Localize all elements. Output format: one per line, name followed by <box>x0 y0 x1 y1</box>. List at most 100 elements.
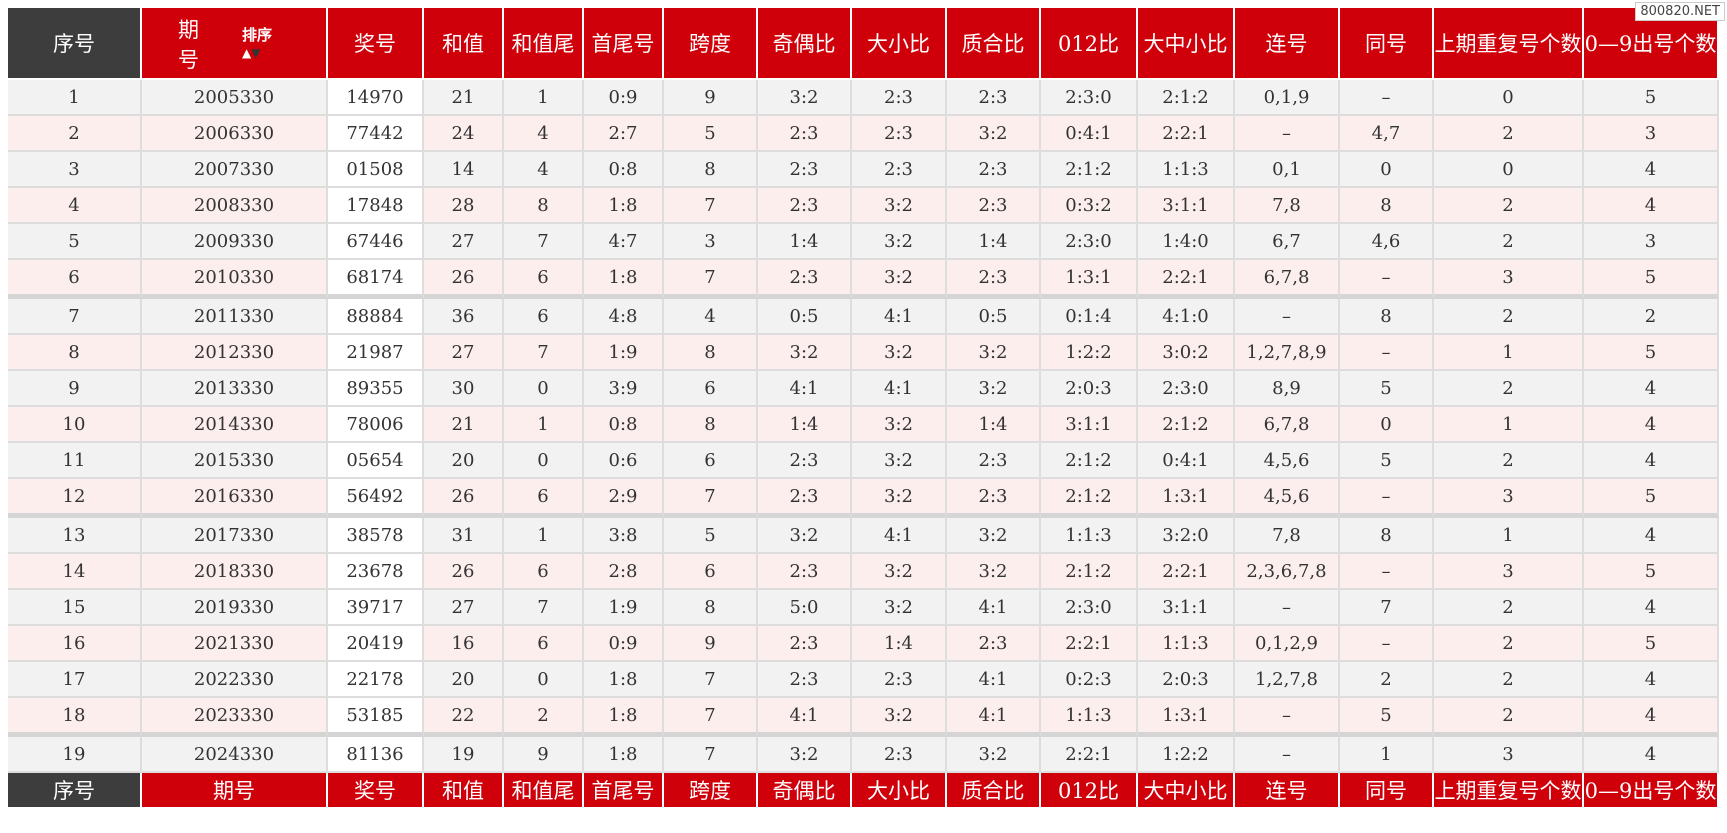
repeat-prev-cell: 3 <box>1434 260 1584 299</box>
sum-cell: 22 <box>424 698 504 737</box>
big-small-cell: 3:2 <box>852 224 947 260</box>
span-cell: 7 <box>664 737 758 773</box>
prize-cell: 22178 <box>328 662 424 698</box>
big-mid-small-cell: 1:1:3 <box>1138 626 1235 662</box>
same-cell: – <box>1340 260 1434 299</box>
footer-prime-composite: 质合比 <box>947 773 1041 809</box>
table-row: 15 2019330 39717 27 7 1:9 8 5:0 3:2 4:1 2:3:0 3:1:1… <box>8 590 1719 626</box>
first-last-cell: 0:6 <box>584 443 664 479</box>
big-small-cell: 3:2 <box>852 443 947 479</box>
zero-nine-cell: 4 <box>1584 737 1719 773</box>
span-cell: 6 <box>664 554 758 590</box>
header-prime-composite: 质合比 <box>947 8 1041 80</box>
period-cell: 2015330 <box>142 443 328 479</box>
period-cell: 2008330 <box>142 188 328 224</box>
first-last-cell: 1:9 <box>584 335 664 371</box>
index-cell: 7 <box>8 299 142 335</box>
sum-cell: 26 <box>424 260 504 299</box>
span-cell: 7 <box>664 260 758 299</box>
index-cell: 16 <box>8 626 142 662</box>
sum-tail-cell: 6 <box>504 299 584 335</box>
big-small-cell: 1:4 <box>852 626 947 662</box>
header-period: 期 号 排序 ▲▼ <box>142 8 328 80</box>
span-cell: 7 <box>664 662 758 698</box>
index-cell: 6 <box>8 260 142 299</box>
consecutive-cell: 1,2,7,8,9 <box>1235 335 1340 371</box>
period-cell: 2012330 <box>142 335 328 371</box>
big-small-cell: 3:2 <box>852 407 947 443</box>
sort-arrows[interactable]: ▲▼ <box>242 46 260 60</box>
zero-nine-cell: 4 <box>1584 662 1719 698</box>
same-cell: 5 <box>1340 371 1434 407</box>
sort-up-icon[interactable]: ▲ <box>242 46 252 60</box>
period-cell: 2022330 <box>142 662 328 698</box>
prize-cell: 56492 <box>328 479 424 518</box>
zero-nine-cell: 5 <box>1584 626 1719 662</box>
sum-tail-cell: 6 <box>504 479 584 518</box>
first-last-cell: 0:9 <box>584 626 664 662</box>
odd-even-cell: 3:2 <box>758 518 852 554</box>
zero-nine-cell: 4 <box>1584 407 1719 443</box>
footer-span: 跨度 <box>664 773 758 809</box>
big-small-cell: 4:1 <box>852 299 947 335</box>
consecutive-cell: – <box>1235 116 1340 152</box>
prime-composite-cell: 4:1 <box>947 590 1041 626</box>
table-row: 18 2023330 53185 22 2 1:8 7 4:1 3:2 4:1 1:1:3 1:3:1… <box>8 698 1719 737</box>
prime-composite-cell: 1:4 <box>947 407 1041 443</box>
zero-nine-cell: 2 <box>1584 299 1719 335</box>
sum-tail-cell: 4 <box>504 116 584 152</box>
sum-tail-cell: 8 <box>504 188 584 224</box>
prize-cell: 01508 <box>328 152 424 188</box>
header-index: 序号 <box>8 8 142 80</box>
table-row: 10 2014330 78006 21 1 0:8 8 1:4 3:2 1:4 3:1:1 2:1:2… <box>8 407 1719 443</box>
big-mid-small-cell: 2:2:1 <box>1138 260 1235 299</box>
footer-index: 序号 <box>8 773 142 809</box>
odd-even-cell: 2:3 <box>758 443 852 479</box>
footer-012-ratio: 012比 <box>1041 773 1138 809</box>
odd-even-cell: 2:3 <box>758 662 852 698</box>
zero-nine-cell: 4 <box>1584 443 1719 479</box>
prime-composite-cell: 0:5 <box>947 299 1041 335</box>
index-cell: 2 <box>8 116 142 152</box>
same-cell: 8 <box>1340 518 1434 554</box>
sort-down-icon[interactable]: ▼ <box>251 46 261 60</box>
span-cell: 9 <box>664 626 758 662</box>
ratio-012-cell: 1:1:3 <box>1041 518 1138 554</box>
header-first-last: 首尾号 <box>584 8 664 80</box>
table-row: 14 2018330 23678 26 6 2:8 6 2:3 3:2 3:2 2:1:2 2:2:1… <box>8 554 1719 590</box>
first-last-cell: 3:9 <box>584 371 664 407</box>
prime-composite-cell: 2:3 <box>947 80 1041 116</box>
sort-button[interactable]: 排序 <box>242 26 273 44</box>
big-mid-small-cell: 0:4:1 <box>1138 443 1235 479</box>
same-cell: – <box>1340 80 1434 116</box>
prime-composite-cell: 4:1 <box>947 698 1041 737</box>
span-cell: 3 <box>664 224 758 260</box>
zero-nine-cell: 5 <box>1584 335 1719 371</box>
big-mid-small-cell: 2:0:3 <box>1138 662 1235 698</box>
consecutive-cell: 0,1 <box>1235 152 1340 188</box>
span-cell: 7 <box>664 698 758 737</box>
odd-even-cell: 2:3 <box>758 116 852 152</box>
sum-tail-cell: 1 <box>504 80 584 116</box>
index-cell: 12 <box>8 479 142 518</box>
big-small-cell: 2:3 <box>852 80 947 116</box>
consecutive-cell: 1,2,7,8 <box>1235 662 1340 698</box>
same-cell: 0 <box>1340 152 1434 188</box>
ratio-012-cell: 1:1:3 <box>1041 698 1138 737</box>
period-cell: 2014330 <box>142 407 328 443</box>
prime-composite-cell: 4:1 <box>947 662 1041 698</box>
big-mid-small-cell: 3:0:2 <box>1138 335 1235 371</box>
prime-composite-cell: 3:2 <box>947 554 1041 590</box>
prize-cell: 53185 <box>328 698 424 737</box>
repeat-prev-cell: 1 <box>1434 407 1584 443</box>
zero-nine-cell: 4 <box>1584 371 1719 407</box>
prime-composite-cell: 1:4 <box>947 224 1041 260</box>
sum-tail-cell: 7 <box>504 335 584 371</box>
span-cell: 5 <box>664 518 758 554</box>
table-row: 7 2011330 88884 36 6 4:8 4 0:5 4:1 0:5 0:1:4 4:1:0–… <box>8 299 1719 335</box>
repeat-prev-cell: 1 <box>1434 518 1584 554</box>
big-mid-small-cell: 1:2:2 <box>1138 737 1235 773</box>
span-cell: 6 <box>664 371 758 407</box>
same-cell: 5 <box>1340 698 1434 737</box>
sum-tail-cell: 7 <box>504 590 584 626</box>
